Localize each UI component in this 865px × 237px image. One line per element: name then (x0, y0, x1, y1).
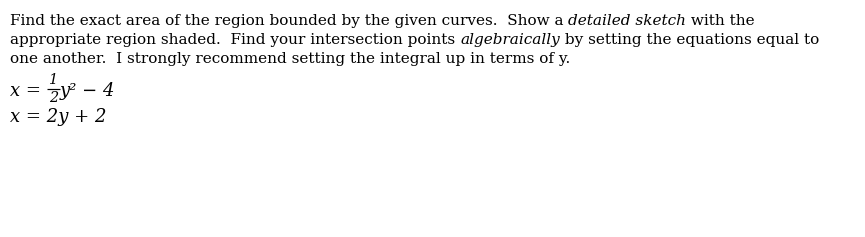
Text: y² − 4: y² − 4 (60, 82, 115, 100)
Text: 1: 1 (48, 73, 58, 87)
Text: Find the exact area of the region bounded by the given curves.  Show a: Find the exact area of the region bounde… (10, 14, 568, 28)
Text: one another.  I strongly recommend setting the integral up in terms of y.: one another. I strongly recommend settin… (10, 52, 570, 66)
Text: by setting the equations equal to: by setting the equations equal to (560, 33, 819, 47)
Text: with the: with the (686, 14, 755, 28)
Text: algebraically: algebraically (460, 33, 560, 47)
Text: x =: x = (10, 82, 47, 100)
Text: x = 2y + 2: x = 2y + 2 (10, 108, 106, 126)
Text: 2: 2 (48, 91, 58, 105)
Text: detailed sketch: detailed sketch (568, 14, 686, 28)
Text: appropriate region shaded.  Find your intersection points: appropriate region shaded. Find your int… (10, 33, 460, 47)
